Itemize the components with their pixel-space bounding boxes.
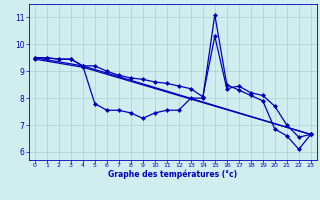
X-axis label: Graphe des températures (°c): Graphe des températures (°c) <box>108 170 237 179</box>
